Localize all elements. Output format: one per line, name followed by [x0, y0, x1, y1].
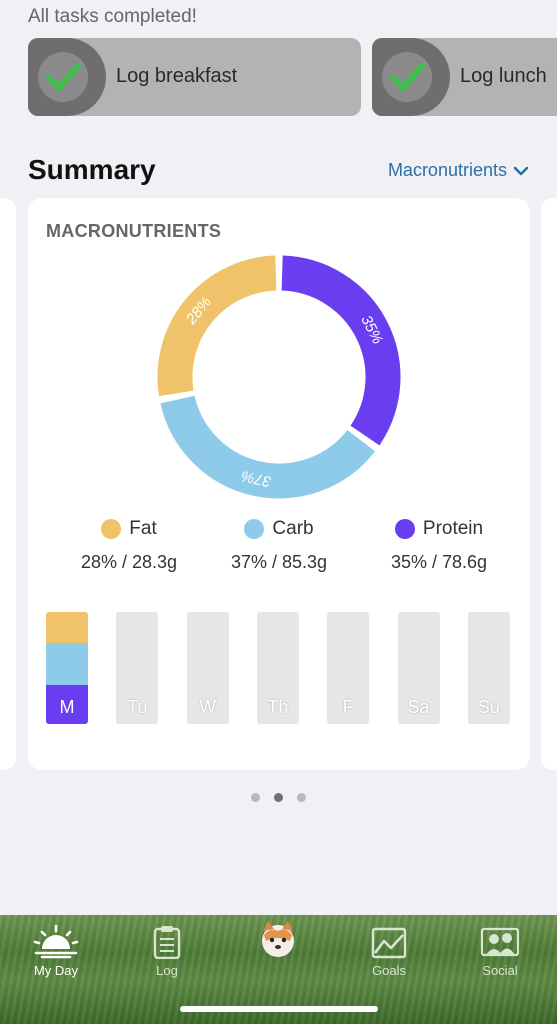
tab-label: Goals: [372, 963, 406, 978]
legend-fat: Fat 28% / 28.3g: [44, 518, 214, 573]
tab-goals[interactable]: Goals: [349, 921, 429, 978]
macronutrient-donut-chart: 28%35%37%: [157, 255, 401, 499]
tab-my-day[interactable]: My Day: [16, 921, 96, 978]
tab-label: Social: [482, 963, 518, 978]
protein-segment: [281, 255, 401, 446]
checkmark-icon: [390, 63, 425, 91]
task-label: Log lunch: [460, 65, 547, 87]
macronutrients-selector[interactable]: Macronutrients: [388, 160, 529, 181]
tab-label: My Day: [33, 963, 79, 978]
legend-value: 35% / 78.6g: [390, 552, 488, 572]
people-icon: [480, 927, 520, 957]
day-label: F: [342, 697, 354, 717]
summary-title: Summary: [28, 154, 156, 185]
day-label: M: [59, 697, 75, 717]
tab-social[interactable]: Social: [460, 921, 540, 978]
day-label: Tu: [127, 697, 148, 717]
dog-avatar-icon: [262, 921, 294, 957]
legend-carb: Carb 37% / 85.3g: [194, 518, 364, 573]
page-dot[interactable]: [251, 793, 260, 802]
day-bar-th[interactable]: Th: [256, 612, 299, 724]
tab-log[interactable]: Log: [127, 921, 207, 978]
task-card-lunch[interactable]: Log lunch: [372, 38, 557, 116]
status-text: All tasks completed!: [28, 6, 197, 27]
legend-label: Protein: [422, 518, 484, 539]
page-indicator[interactable]: [0, 793, 557, 802]
tab-pet[interactable]: [238, 921, 318, 963]
chart-icon: [371, 927, 407, 959]
selector-label: Macronutrients: [387, 160, 507, 180]
day-label: Sa: [407, 697, 430, 717]
day-bar-sa[interactable]: Sa: [397, 612, 440, 724]
legend-protein: Protein 35% / 78.6g: [354, 518, 524, 573]
home-indicator: [180, 1006, 378, 1012]
weekly-macro-bars: M Tu W Th F Sa Su: [46, 612, 512, 724]
day-label: Su: [477, 697, 500, 717]
check-circle: [28, 38, 106, 116]
fat-color-dot: [101, 519, 122, 539]
day-bar-f[interactable]: F: [327, 612, 370, 724]
carb-color-dot: [244, 519, 265, 539]
fat-bar-segment: [46, 612, 88, 644]
fat-segment: [157, 255, 277, 397]
legend-label: Carb: [272, 518, 314, 539]
carb-segment: [160, 395, 376, 499]
day-bar-tu[interactable]: Tu: [116, 612, 159, 724]
chevron-down-icon: [513, 166, 529, 175]
carb-percent-label: 37%: [240, 467, 273, 490]
legend-value: 28% / 28.3g: [80, 552, 178, 572]
carb-bar-segment: [46, 643, 88, 685]
task-card-breakfast[interactable]: Log breakfast: [28, 38, 361, 116]
day-bar-w[interactable]: W: [186, 612, 229, 724]
day-bar-su[interactable]: Su: [467, 612, 510, 724]
sunrise-icon: [33, 924, 79, 959]
next-card-edge[interactable]: [541, 198, 557, 770]
tab-bar: My Day Log: [0, 915, 557, 1024]
check-circle: [372, 38, 450, 116]
tab-label: Log: [156, 963, 178, 978]
protein-bar-segment: [46, 684, 88, 724]
macronutrients-card[interactable]: MACRONUTRIENTS 28% 35% 37% Fat 28% / 28.3g…: [28, 198, 530, 770]
day-label: W: [199, 697, 217, 717]
card-title: MACRONUTRIENTS: [46, 221, 222, 241]
previous-card-edge[interactable]: [0, 198, 16, 770]
task-label: Log breakfast: [116, 65, 238, 87]
clipboard-icon: [153, 926, 181, 959]
day-bar-m[interactable]: M: [46, 612, 88, 724]
page-dot[interactable]: [274, 793, 283, 802]
page-dot[interactable]: [297, 793, 306, 802]
protein-color-dot: [394, 519, 415, 539]
legend-label: Fat: [129, 518, 157, 539]
checkmark-icon: [46, 63, 81, 91]
day-label: Th: [267, 697, 289, 717]
legend-value: 37% / 85.3g: [230, 552, 328, 572]
